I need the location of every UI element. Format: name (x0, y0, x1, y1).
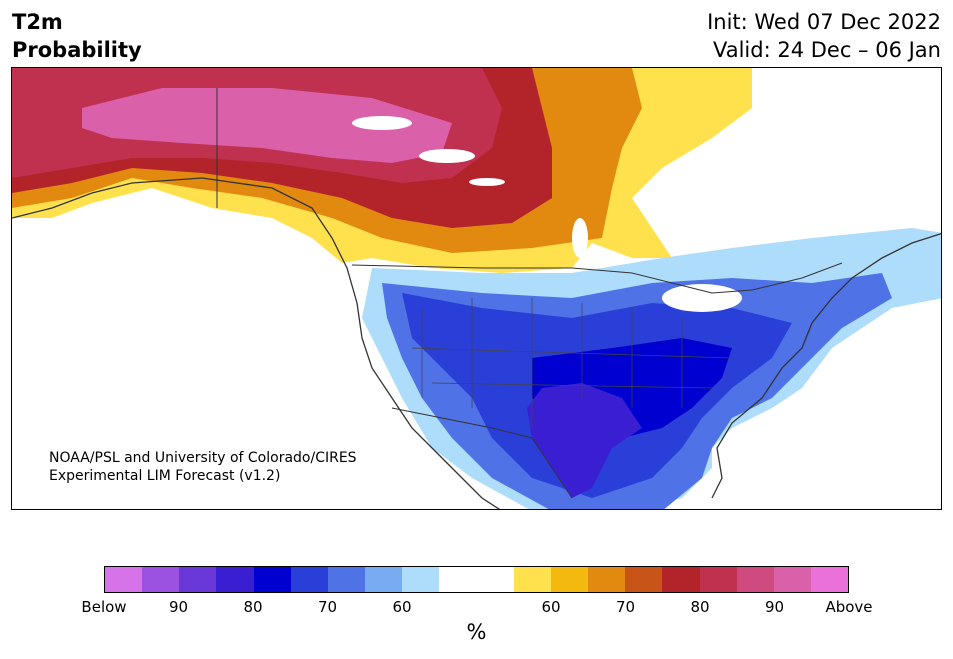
lake-winnipeg (572, 218, 588, 258)
lake-athabasca (469, 178, 505, 186)
colorbar-segment (402, 567, 440, 592)
region-above-core (82, 88, 452, 163)
colorbar-segment (625, 567, 663, 592)
lake-great-bear (352, 116, 412, 130)
init-date: Init: Wed 07 Dec 2022 (707, 10, 941, 34)
colorbar-segment (439, 567, 477, 592)
state-borders (411, 298, 733, 428)
map-title-line1: T2m (12, 10, 63, 34)
colorbar-tick-label: Above (825, 598, 873, 616)
colorbar-segment (142, 567, 180, 592)
colorbar-segment (513, 567, 551, 592)
colorbar-segment (179, 567, 217, 592)
great-lakes (662, 284, 742, 312)
credit-text: NOAA/PSL and University of Colorado/CIRE… (49, 449, 357, 485)
probability-map (12, 68, 941, 509)
colorbar-segment (253, 567, 291, 592)
colorbar-tick-label: 90 (764, 598, 785, 616)
coastline-west (12, 177, 501, 509)
colorbar-segment (476, 567, 514, 592)
colorbar-tick-label: 60 (392, 598, 412, 616)
valid-period: Valid: 24 Dec – 06 Jan (712, 38, 941, 62)
colorbar-segment (216, 567, 254, 592)
coastline-east (711, 232, 941, 499)
colorbar-segment (699, 567, 737, 592)
border-us-mexico (391, 407, 573, 499)
colorbar-tick-label: 80 (690, 598, 710, 616)
colorbar-tick-label: 90 (168, 598, 189, 616)
region-below-purple (527, 383, 642, 498)
colorbar-segment (773, 567, 811, 592)
colorbar-segment (105, 567, 143, 592)
map-title: T2m Probability (12, 8, 142, 64)
map-title-line2: Probability (12, 38, 142, 62)
colorbar-segment (662, 567, 700, 592)
colorbar-segment (290, 567, 328, 592)
lake-great-slave (419, 149, 475, 163)
colorbar-segment (588, 567, 626, 592)
credit-line2: Experimental LIM Forecast (v1.2) (49, 468, 281, 484)
credit-line1: NOAA/PSL and University of Colorado/CIRE… (49, 450, 357, 466)
colorbar (104, 566, 849, 593)
map-panel (11, 67, 942, 510)
colorbar-segment (550, 567, 589, 592)
colorbar-tick-label: 70 (317, 598, 338, 616)
colorbar-ticks: Below 90 80 70 60 60 70 80 90 Above (0, 598, 953, 618)
colorbar-tick-label: 70 (615, 598, 636, 616)
colorbar-unit: % (466, 620, 487, 644)
forecast-dates: Init: Wed 07 Dec 2022 Valid: 24 Dec – 06… (707, 8, 941, 64)
colorbar-segment (736, 567, 774, 592)
colorbar-segment (327, 567, 366, 592)
colorbar-tick-label: 80 (243, 598, 263, 616)
colorbar-tick-label: 60 (541, 598, 561, 616)
colorbar-segment (365, 567, 403, 592)
border-us-canada (351, 262, 843, 294)
colorbar-tick-label: Below (81, 598, 127, 616)
colorbar-segment (810, 567, 849, 592)
